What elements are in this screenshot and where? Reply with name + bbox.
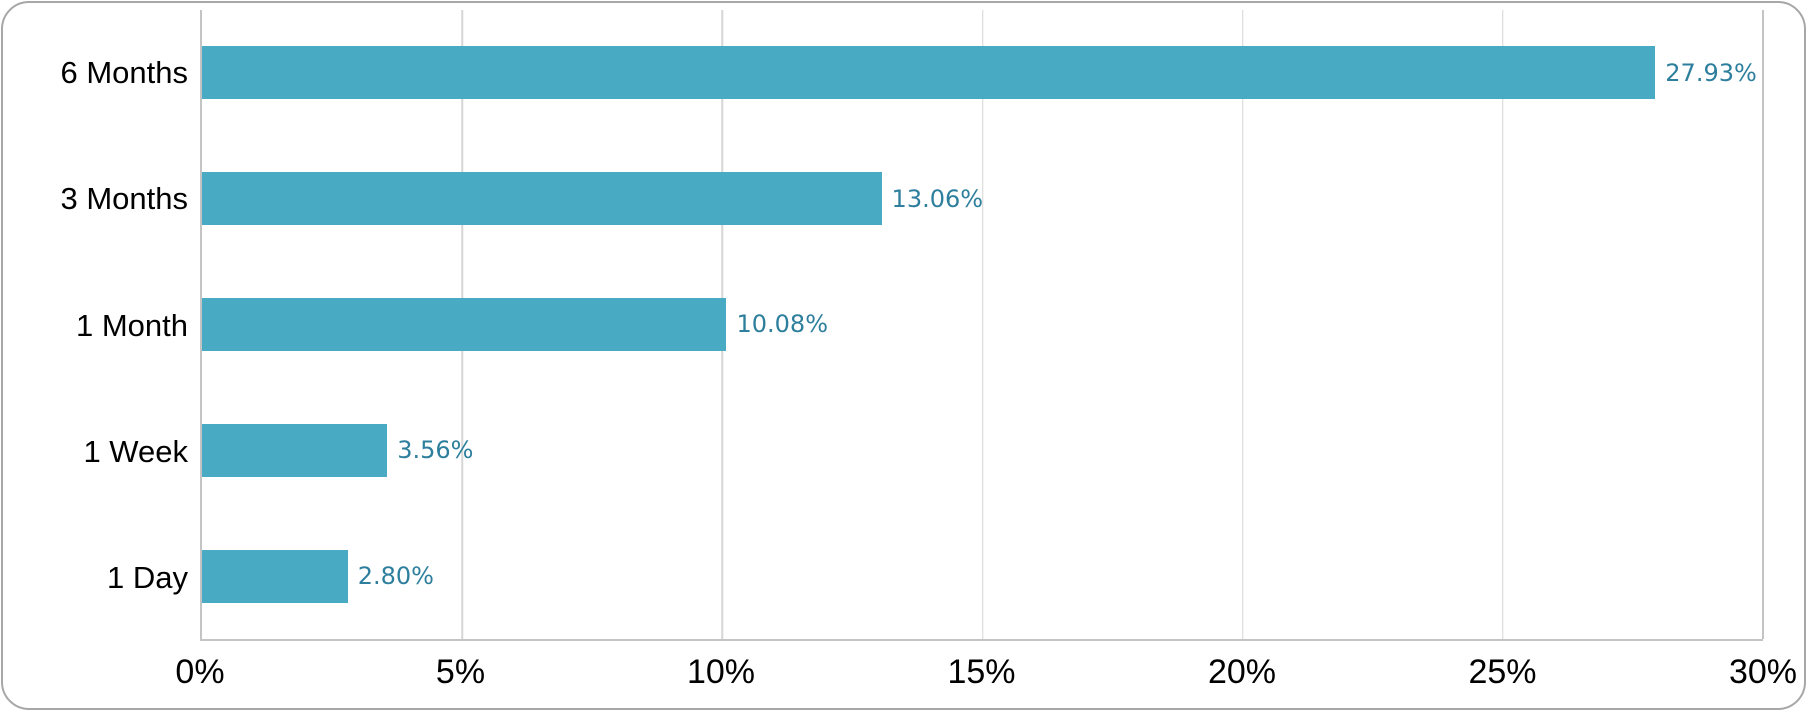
bar-row: 10.08% xyxy=(202,262,1763,388)
bar-value-label: 13.06% xyxy=(891,184,984,213)
plot-area: 27.93% 13.06% 10.08% 3.56% 2.80% xyxy=(200,10,1764,641)
bar-row: 3.56% xyxy=(202,387,1763,513)
bar-row: 2.80% xyxy=(202,513,1763,639)
bar-value-label: 2.80% xyxy=(357,562,434,591)
x-axis: 0% 5% 10% 15% 20% 25% 30% xyxy=(175,650,1797,698)
gridline xyxy=(1241,10,1244,639)
category-label: 6 Months xyxy=(60,55,188,91)
bar-value-label: 27.93% xyxy=(1665,58,1757,87)
x-tick-label: 25% xyxy=(1468,653,1537,691)
x-tick-label: 30% xyxy=(1728,653,1798,691)
gridline xyxy=(1502,10,1504,639)
category-label: 3 Months xyxy=(60,181,188,217)
bar-row: 27.93% xyxy=(202,10,1763,136)
bar-value-label: 10.08% xyxy=(736,310,828,339)
bar xyxy=(202,172,882,226)
gridline xyxy=(1762,10,1764,639)
bar-value-label: 3.56% xyxy=(397,436,474,465)
bar xyxy=(202,423,388,477)
x-tick-label: 5% xyxy=(435,653,486,691)
bar-row: 13.06% xyxy=(202,136,1763,262)
x-tick-label: 0% xyxy=(175,653,225,691)
category-label: 1 Month xyxy=(75,307,188,343)
bar-series: 27.93% 13.06% 10.08% 3.56% 2.80% xyxy=(202,10,1763,639)
category-label: 1 Day xyxy=(107,559,188,595)
bar xyxy=(202,297,727,351)
x-tick-label: 10% xyxy=(686,653,756,691)
category-label: 1 Week xyxy=(83,433,188,469)
category-axis: 6 Months 3 Months 1 Month 1 Week 1 Day xyxy=(0,10,188,641)
bar xyxy=(202,549,348,603)
x-tick-label: 15% xyxy=(947,653,1016,691)
gridline xyxy=(981,10,984,639)
bar xyxy=(202,46,1656,100)
x-tick-label: 20% xyxy=(1207,653,1277,691)
